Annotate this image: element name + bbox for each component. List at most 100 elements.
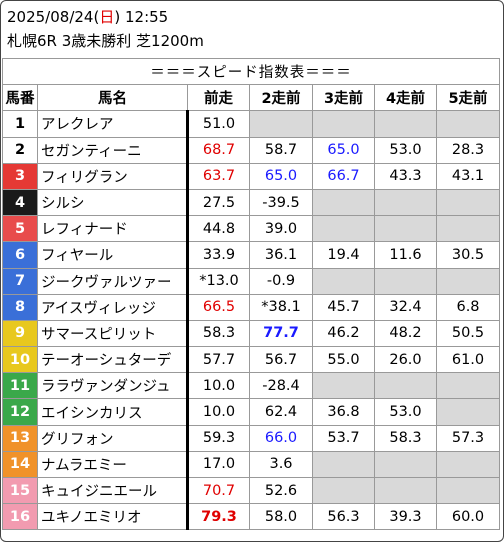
horse-number: 9 — [2, 319, 38, 348]
speed-index-cell: -0.9 — [249, 267, 313, 295]
table-row: 5 レフィナード 44.8 39.0 — [2, 215, 500, 243]
horse-name: グリフォン — [37, 424, 189, 452]
horse-number: 4 — [2, 188, 38, 217]
col-header-last-race: 前走 — [187, 84, 250, 112]
horse-name: サマースピリット — [37, 319, 189, 348]
speed-index-cell: 66.0 — [249, 424, 313, 452]
speed-index-cell: 3.6 — [249, 450, 313, 479]
speed-index-cell: 66.7 — [312, 162, 375, 190]
horse-name: ナムラエミー — [37, 450, 189, 479]
table-row: 6 フィヤール 33.9 36.1 19.4 11.6 30.5 — [2, 241, 500, 269]
speed-index-cell: 60.0 — [436, 503, 500, 531]
table-row: 8 アイスヴィレッジ 66.5 *38.1 45.7 32.4 6.8 — [2, 293, 500, 321]
speed-index-cell: 58.0 — [249, 503, 313, 531]
speed-index-cell: 53.7 — [312, 424, 375, 452]
horse-name: エイシンカリス — [37, 398, 189, 426]
col-header-4-races-ago: 4走前 — [374, 84, 437, 112]
table-row: 7 ジークヴァルツァー *13.0 -0.9 — [2, 267, 500, 295]
speed-index-cell: 27.5 — [187, 188, 250, 217]
table-row: 15 キュイジニエール 70.7 52.6 — [2, 476, 500, 505]
speed-index-cell: 48.2 — [374, 319, 437, 348]
speed-index-cell: 51.0 — [187, 110, 250, 138]
horse-number: 7 — [2, 267, 38, 295]
empty-index-cell — [312, 267, 375, 295]
horse-name: フィリグラン — [37, 162, 189, 190]
speed-index-cell: 6.8 — [436, 293, 500, 321]
speed-index-cell: 28.3 — [436, 136, 500, 164]
empty-index-cell — [436, 476, 500, 505]
speed-index-cell: 56.7 — [249, 346, 313, 374]
table-row: 1 アレクレア 51.0 — [2, 110, 500, 138]
speed-index-cell: -39.5 — [249, 188, 313, 217]
empty-index-cell — [374, 450, 437, 479]
horse-name: ジークヴァルツァー — [37, 267, 189, 295]
speed-index-cell: 79.3 — [187, 503, 250, 531]
empty-index-cell — [312, 450, 375, 479]
speed-index-cell: 39.0 — [249, 215, 313, 243]
empty-index-cell — [374, 215, 437, 243]
empty-index-cell — [374, 110, 437, 138]
horse-number: 1 — [2, 110, 38, 138]
empty-index-cell — [436, 450, 500, 479]
empty-index-cell — [436, 188, 500, 217]
col-header-5-races-ago: 5走前 — [436, 84, 500, 112]
horse-name: アレクレア — [37, 110, 189, 138]
speed-index-cell: 66.5 — [187, 293, 250, 321]
horse-name: セガンティーニ — [37, 136, 189, 164]
horse-number: 2 — [2, 136, 38, 164]
speed-index-cell: 59.3 — [187, 424, 250, 452]
speed-index-cell: 58.3 — [374, 424, 437, 452]
speed-index-cell: 55.0 — [312, 346, 375, 374]
speed-index-cell: 68.7 — [187, 136, 250, 164]
horse-number: 8 — [2, 293, 38, 321]
speed-index-cell: 57.7 — [187, 346, 250, 374]
horse-number: 10 — [2, 346, 38, 374]
speed-index-cell: 77.7 — [249, 319, 313, 348]
empty-index-cell — [312, 215, 375, 243]
speed-index-cell: 26.0 — [374, 346, 437, 374]
speed-index-cell: 65.0 — [312, 136, 375, 164]
table-body: 1 アレクレア 51.0 2 セガンティーニ 68.7 58.7 65.0 53.0 28.3 3 フ… — [2, 110, 500, 531]
empty-index-cell — [436, 215, 500, 243]
table-row: 14 ナムラエミー 17.0 3.6 — [2, 450, 500, 479]
speed-index-cell: 39.3 — [374, 503, 437, 531]
table-row: 10 テーオーシュターデ 57.7 56.7 55.0 26.0 61.0 — [2, 346, 500, 374]
speed-index-cell: 56.3 — [312, 503, 375, 531]
speed-index-cell: 62.4 — [249, 398, 313, 426]
horse-name: テーオーシュターデ — [37, 346, 189, 374]
horse-name: レフィナード — [37, 215, 189, 243]
empty-index-cell — [436, 372, 500, 400]
table-row: 9 サマースピリット 58.3 77.7 46.2 48.2 50.5 — [2, 319, 500, 348]
speed-index-cell: 17.0 — [187, 450, 250, 479]
horse-name: キュイジニエール — [37, 476, 189, 505]
speed-index-cell: 58.7 — [249, 136, 313, 164]
empty-index-cell — [374, 476, 437, 505]
race-datetime: 2025/08/24(日) 12:55 — [7, 8, 169, 26]
horse-number: 14 — [2, 450, 38, 479]
speed-index-cell: 11.6 — [374, 241, 437, 269]
speed-index-cell: 57.3 — [436, 424, 500, 452]
race-date: 2025/08/24 — [7, 8, 94, 26]
horse-number: 3 — [2, 162, 38, 190]
horse-number: 15 — [2, 476, 38, 505]
speed-index-cell: 65.0 — [249, 162, 313, 190]
table-banner: ＝＝＝スピード指数表＝＝＝ — [2, 57, 500, 86]
empty-index-cell — [374, 267, 437, 295]
speed-index-cell: 50.5 — [436, 319, 500, 348]
speed-index-cell: 53.0 — [374, 398, 437, 426]
empty-index-cell — [249, 110, 313, 138]
speed-index-cell: 63.7 — [187, 162, 250, 190]
table-row: 12 エイシンカリス 10.0 62.4 36.8 53.0 — [2, 398, 500, 426]
horse-number: 11 — [2, 372, 38, 400]
table-row: 4 シルシ 27.5 -39.5 — [2, 188, 500, 217]
horse-name: ララヴァンダンジュ — [37, 372, 189, 400]
speed-index-cell: 30.5 — [436, 241, 500, 269]
empty-index-cell — [374, 188, 437, 217]
race-info: 札幌6R 3歳未勝利 芝1200m — [7, 32, 204, 50]
speed-index-cell: 32.4 — [374, 293, 437, 321]
table-row: 3 フィリグラン 63.7 65.0 66.7 43.3 43.1 — [2, 162, 500, 190]
speed-index-cell: 58.3 — [187, 319, 250, 348]
col-header-number: 馬番 — [2, 84, 38, 112]
horse-name: フィヤール — [37, 241, 189, 269]
empty-index-cell — [436, 110, 500, 138]
